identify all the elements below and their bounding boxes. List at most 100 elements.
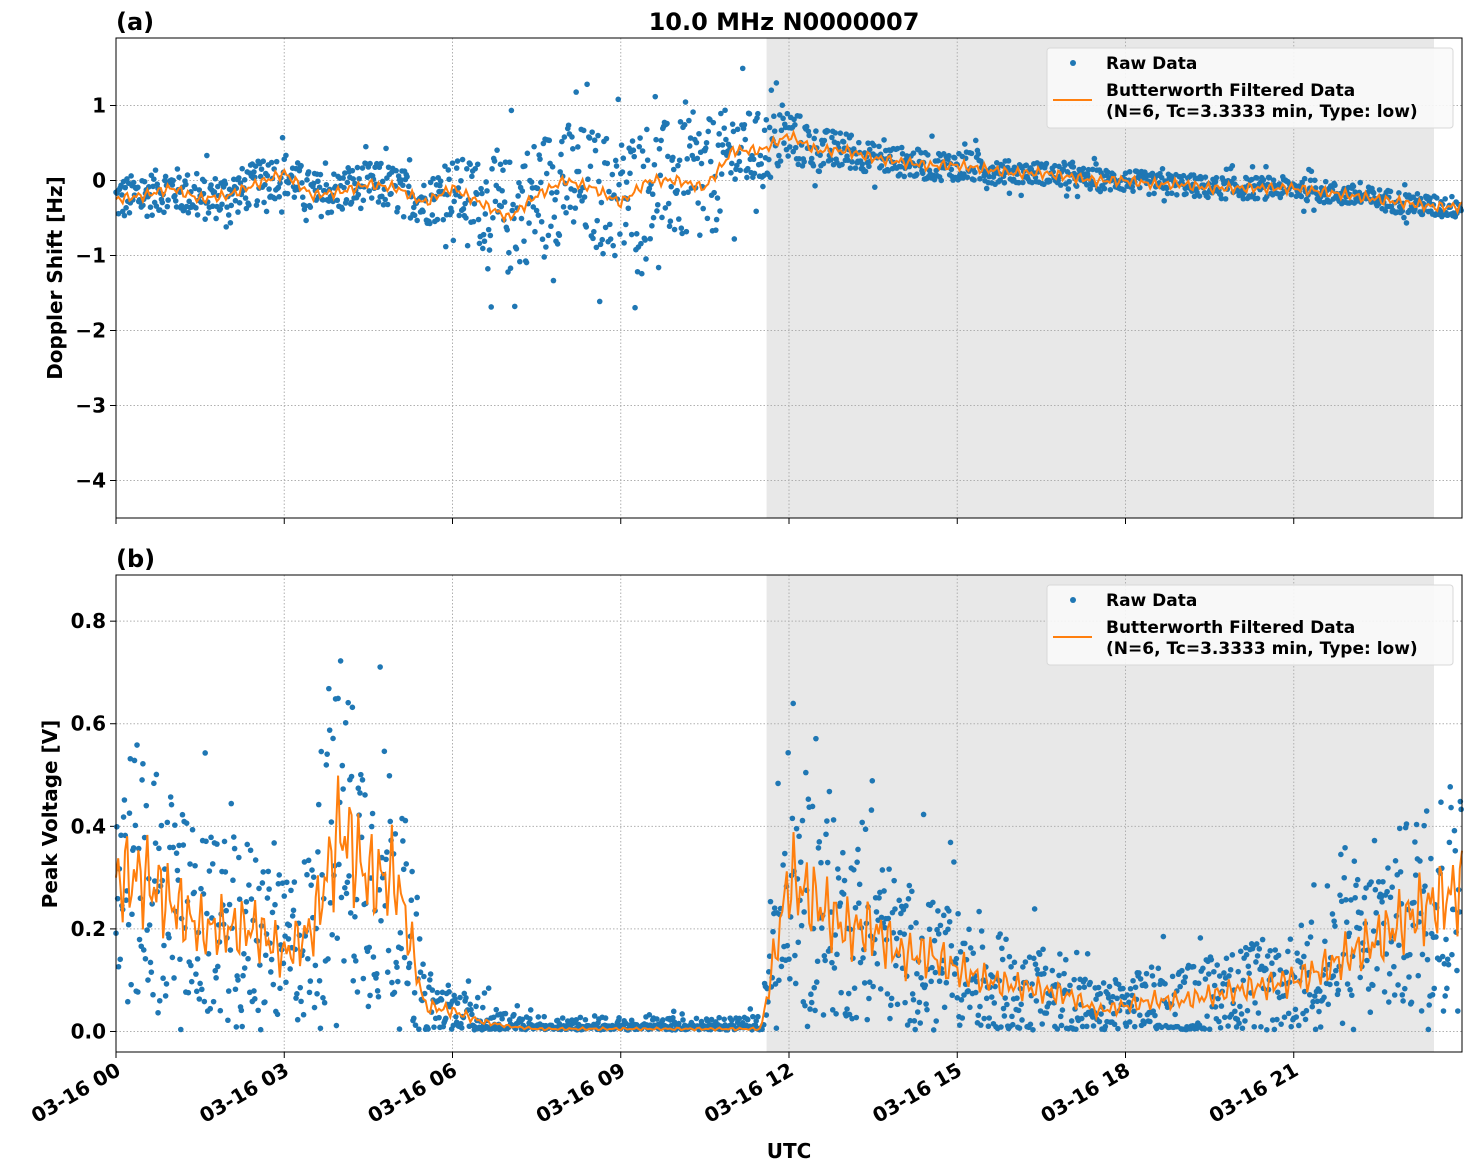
raw-data-point [627, 170, 633, 177]
raw-data-point [807, 1006, 813, 1012]
raw-data-point [916, 999, 923, 1006]
raw-data-point [442, 163, 448, 169]
raw-data-point [881, 888, 887, 894]
raw-data-point [918, 975, 924, 981]
raw-data-point [1213, 174, 1220, 181]
raw-data-point [1370, 982, 1376, 989]
raw-data-point [677, 119, 684, 125]
raw-data-point [176, 842, 182, 849]
raw-data-point [227, 219, 234, 226]
raw-data-point [981, 1015, 987, 1022]
panel-label-b: (b) [116, 545, 155, 573]
raw-data-point [1403, 821, 1410, 827]
raw-data-point [214, 841, 220, 847]
raw-data-point [1263, 163, 1269, 170]
raw-data-point [597, 241, 604, 248]
raw-data-point [1449, 951, 1455, 958]
raw-data-point [1343, 896, 1349, 903]
raw-data-point [358, 771, 364, 778]
raw-data-point [187, 861, 193, 867]
raw-data-point [1122, 170, 1129, 177]
raw-data-point [687, 135, 694, 141]
raw-data-point [336, 861, 342, 868]
raw-data-point [211, 189, 218, 195]
raw-data-point [631, 153, 638, 160]
raw-data-point [176, 174, 182, 181]
raw-data-point [654, 208, 660, 214]
raw-data-point [999, 956, 1006, 963]
raw-data-point [369, 810, 376, 817]
raw-data-point [1141, 1020, 1147, 1027]
raw-data-point [214, 183, 221, 190]
raw-data-point [508, 107, 515, 114]
raw-data-point [918, 150, 924, 156]
raw-data-point [153, 203, 160, 209]
raw-data-point [551, 214, 558, 220]
raw-data-point [1274, 1016, 1280, 1023]
raw-data-point [1240, 977, 1247, 984]
raw-data-point [859, 819, 865, 826]
raw-data-point [891, 877, 897, 884]
raw-data-point [796, 155, 802, 162]
raw-data-point [115, 963, 122, 970]
raw-data-point [172, 198, 179, 204]
raw-data-point [595, 132, 601, 139]
raw-data-point [622, 221, 629, 228]
raw-data-point [621, 240, 627, 246]
raw-data-point [392, 831, 399, 837]
raw-data-point [389, 979, 395, 986]
raw-data-point [1098, 1011, 1104, 1017]
raw-data-point [311, 1004, 318, 1011]
raw-data-point [1446, 839, 1453, 846]
raw-data-point [1306, 991, 1313, 998]
raw-data-point [1255, 1010, 1262, 1016]
raw-data-point [977, 175, 983, 182]
raw-data-point [1396, 190, 1402, 196]
raw-data-point [256, 885, 262, 892]
raw-data-point [232, 986, 239, 993]
raw-data-point [693, 1015, 700, 1022]
raw-data-point [368, 823, 375, 830]
raw-data-point [972, 169, 978, 176]
raw-data-point [721, 125, 728, 131]
raw-data-point [1372, 886, 1379, 893]
raw-data-point [678, 225, 685, 232]
raw-data-point [744, 1016, 751, 1023]
raw-data-point [607, 221, 613, 228]
raw-data-point [1223, 166, 1230, 173]
raw-data-point [1120, 985, 1126, 992]
raw-data-point [167, 794, 174, 800]
raw-data-point [1451, 827, 1458, 834]
raw-data-point [1252, 1000, 1258, 1006]
raw-data-point [940, 912, 947, 919]
raw-data-point [778, 127, 785, 134]
raw-data-point [231, 845, 238, 852]
raw-data-point [125, 921, 132, 928]
raw-data-point [1357, 179, 1364, 186]
raw-data-point [1253, 941, 1260, 947]
raw-data-point [1389, 884, 1395, 891]
raw-data-point [951, 859, 957, 865]
raw-data-point [970, 950, 977, 956]
raw-data-point [811, 135, 818, 142]
raw-data-point [205, 950, 212, 957]
raw-data-point [342, 719, 349, 726]
raw-data-point [1242, 1018, 1248, 1024]
raw-data-point [1152, 1012, 1158, 1019]
raw-data-point [1254, 953, 1261, 959]
raw-data-point [1297, 959, 1304, 966]
raw-data-point [985, 1023, 992, 1030]
raw-data-point [209, 861, 216, 867]
raw-data-point [319, 872, 325, 878]
raw-data-point [275, 184, 282, 191]
raw-data-point [205, 210, 212, 216]
raw-data-point [1301, 175, 1308, 182]
raw-data-point [819, 925, 825, 931]
raw-data-point [808, 991, 814, 998]
raw-data-point [1211, 982, 1218, 989]
raw-data-point [840, 849, 846, 856]
raw-data-point [245, 955, 251, 962]
raw-data-point [236, 896, 243, 903]
raw-data-point [633, 230, 640, 237]
raw-data-point [1079, 1023, 1086, 1030]
